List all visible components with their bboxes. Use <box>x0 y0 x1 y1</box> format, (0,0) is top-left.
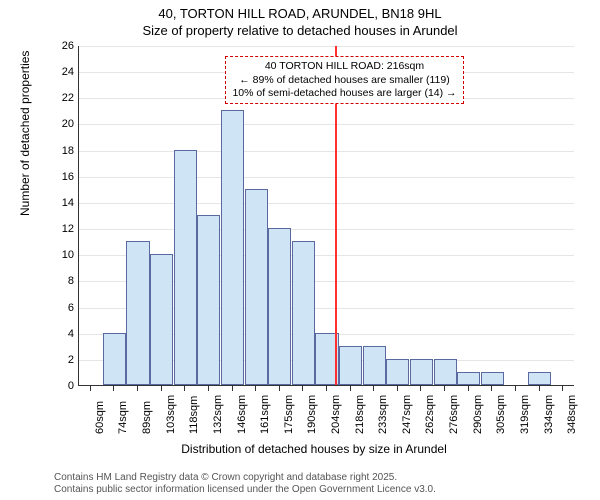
ytick-label: 16 <box>50 171 74 183</box>
title-line-1: 40, TORTON HILL ROAD, ARUNDEL, BN18 9HL <box>0 6 600 23</box>
ytick-label: 20 <box>50 118 74 130</box>
histogram-bar <box>339 346 362 385</box>
histogram-bar <box>268 228 291 385</box>
xtick-label: 262sqm <box>424 395 436 434</box>
histogram-bar <box>174 150 197 385</box>
histogram-bar <box>197 215 220 385</box>
xtick-label: 118sqm <box>188 396 200 434</box>
chart-area: Number of detached properties 40 TORTON … <box>54 46 574 426</box>
ytick-label: 24 <box>50 66 74 78</box>
gridline <box>79 177 574 178</box>
xtick-label: 60sqm <box>94 401 106 434</box>
ytick-label: 12 <box>50 223 74 235</box>
x-axis-label: Distribution of detached houses by size … <box>54 442 574 456</box>
gridline <box>79 46 574 47</box>
xtick-mark <box>420 386 421 391</box>
gridline <box>79 203 574 204</box>
xtick-mark <box>326 386 327 391</box>
gridline <box>79 151 574 152</box>
xtick-mark <box>208 386 209 391</box>
xtick-mark <box>184 386 185 391</box>
xtick-label: 305sqm <box>495 395 507 434</box>
histogram-bar <box>126 241 149 385</box>
xtick-mark <box>515 386 516 391</box>
xtick-label: 74sqm <box>117 401 129 434</box>
xtick-mark <box>539 386 540 391</box>
xtick-label: 146sqm <box>236 395 248 434</box>
xtick-mark <box>90 386 91 391</box>
xtick-label: 276sqm <box>448 395 460 434</box>
xtick-mark <box>279 386 280 391</box>
xtick-mark <box>255 386 256 391</box>
histogram-bar <box>481 372 504 385</box>
histogram-bar <box>103 333 126 385</box>
histogram-bar <box>434 359 457 385</box>
histogram-bar <box>410 359 433 385</box>
xtick-mark <box>161 386 162 391</box>
xtick-mark <box>113 386 114 391</box>
xtick-mark <box>373 386 374 391</box>
ytick-label: 18 <box>50 145 74 157</box>
histogram-bar <box>457 372 480 385</box>
ytick-label: 22 <box>50 92 74 104</box>
gridline <box>79 124 574 125</box>
y-axis-label: Number of detached properties <box>18 51 32 216</box>
plot-region: 40 TORTON HILL ROAD: 216sqm← 89% of deta… <box>78 46 574 386</box>
xtick-mark <box>350 386 351 391</box>
histogram-bar <box>292 241 315 385</box>
histogram-bar <box>221 110 244 385</box>
footer-attribution: Contains HM Land Registry data © Crown c… <box>54 472 436 496</box>
histogram-bar <box>245 189 268 385</box>
ytick-label: 0 <box>50 380 74 392</box>
ytick-label: 8 <box>50 275 74 287</box>
xtick-label: 290sqm <box>472 395 484 434</box>
xtick-mark <box>397 386 398 391</box>
callout-line: ← 89% of detached houses are smaller (11… <box>232 74 456 87</box>
xtick-mark <box>137 386 138 391</box>
xtick-label: 334sqm <box>543 395 555 434</box>
title-line-2: Size of property relative to detached ho… <box>0 23 600 40</box>
gridline <box>79 229 574 230</box>
xtick-label: 204sqm <box>330 395 342 434</box>
histogram-bar <box>150 254 173 385</box>
ytick-label: 14 <box>50 197 74 209</box>
xtick-label: 218sqm <box>354 395 366 434</box>
xtick-label: 190sqm <box>306 395 318 434</box>
xtick-mark <box>491 386 492 391</box>
xtick-label: 89sqm <box>141 401 153 434</box>
xtick-mark <box>562 386 563 391</box>
xtick-label: 348sqm <box>566 395 578 434</box>
xtick-label: 233sqm <box>377 395 389 434</box>
footer-line-2: Contains public sector information licen… <box>54 484 436 496</box>
ytick-label: 10 <box>50 249 74 261</box>
footer-line-1: Contains HM Land Registry data © Crown c… <box>54 472 436 484</box>
histogram-bar <box>386 359 409 385</box>
histogram-bar <box>363 346 386 385</box>
callout-line: 10% of semi-detached houses are larger (… <box>232 87 456 100</box>
callout-line: 40 TORTON HILL ROAD: 216sqm <box>232 60 456 73</box>
xtick-label: 132sqm <box>212 395 224 434</box>
xtick-mark <box>302 386 303 391</box>
ytick-label: 26 <box>50 40 74 52</box>
callout-box: 40 TORTON HILL ROAD: 216sqm← 89% of deta… <box>225 56 463 103</box>
ytick-label: 6 <box>50 302 74 314</box>
xtick-label: 319sqm <box>519 395 531 434</box>
xtick-mark <box>468 386 469 391</box>
xtick-label: 175sqm <box>283 395 295 434</box>
ytick-label: 4 <box>50 328 74 340</box>
xtick-label: 103sqm <box>165 395 177 434</box>
xtick-label: 161sqm <box>259 395 271 434</box>
xtick-mark <box>232 386 233 391</box>
ytick-label: 2 <box>50 354 74 366</box>
xtick-label: 247sqm <box>401 395 413 434</box>
chart-title-block: 40, TORTON HILL ROAD, ARUNDEL, BN18 9HL … <box>0 0 600 40</box>
xtick-mark <box>444 386 445 391</box>
histogram-bar <box>528 372 551 385</box>
